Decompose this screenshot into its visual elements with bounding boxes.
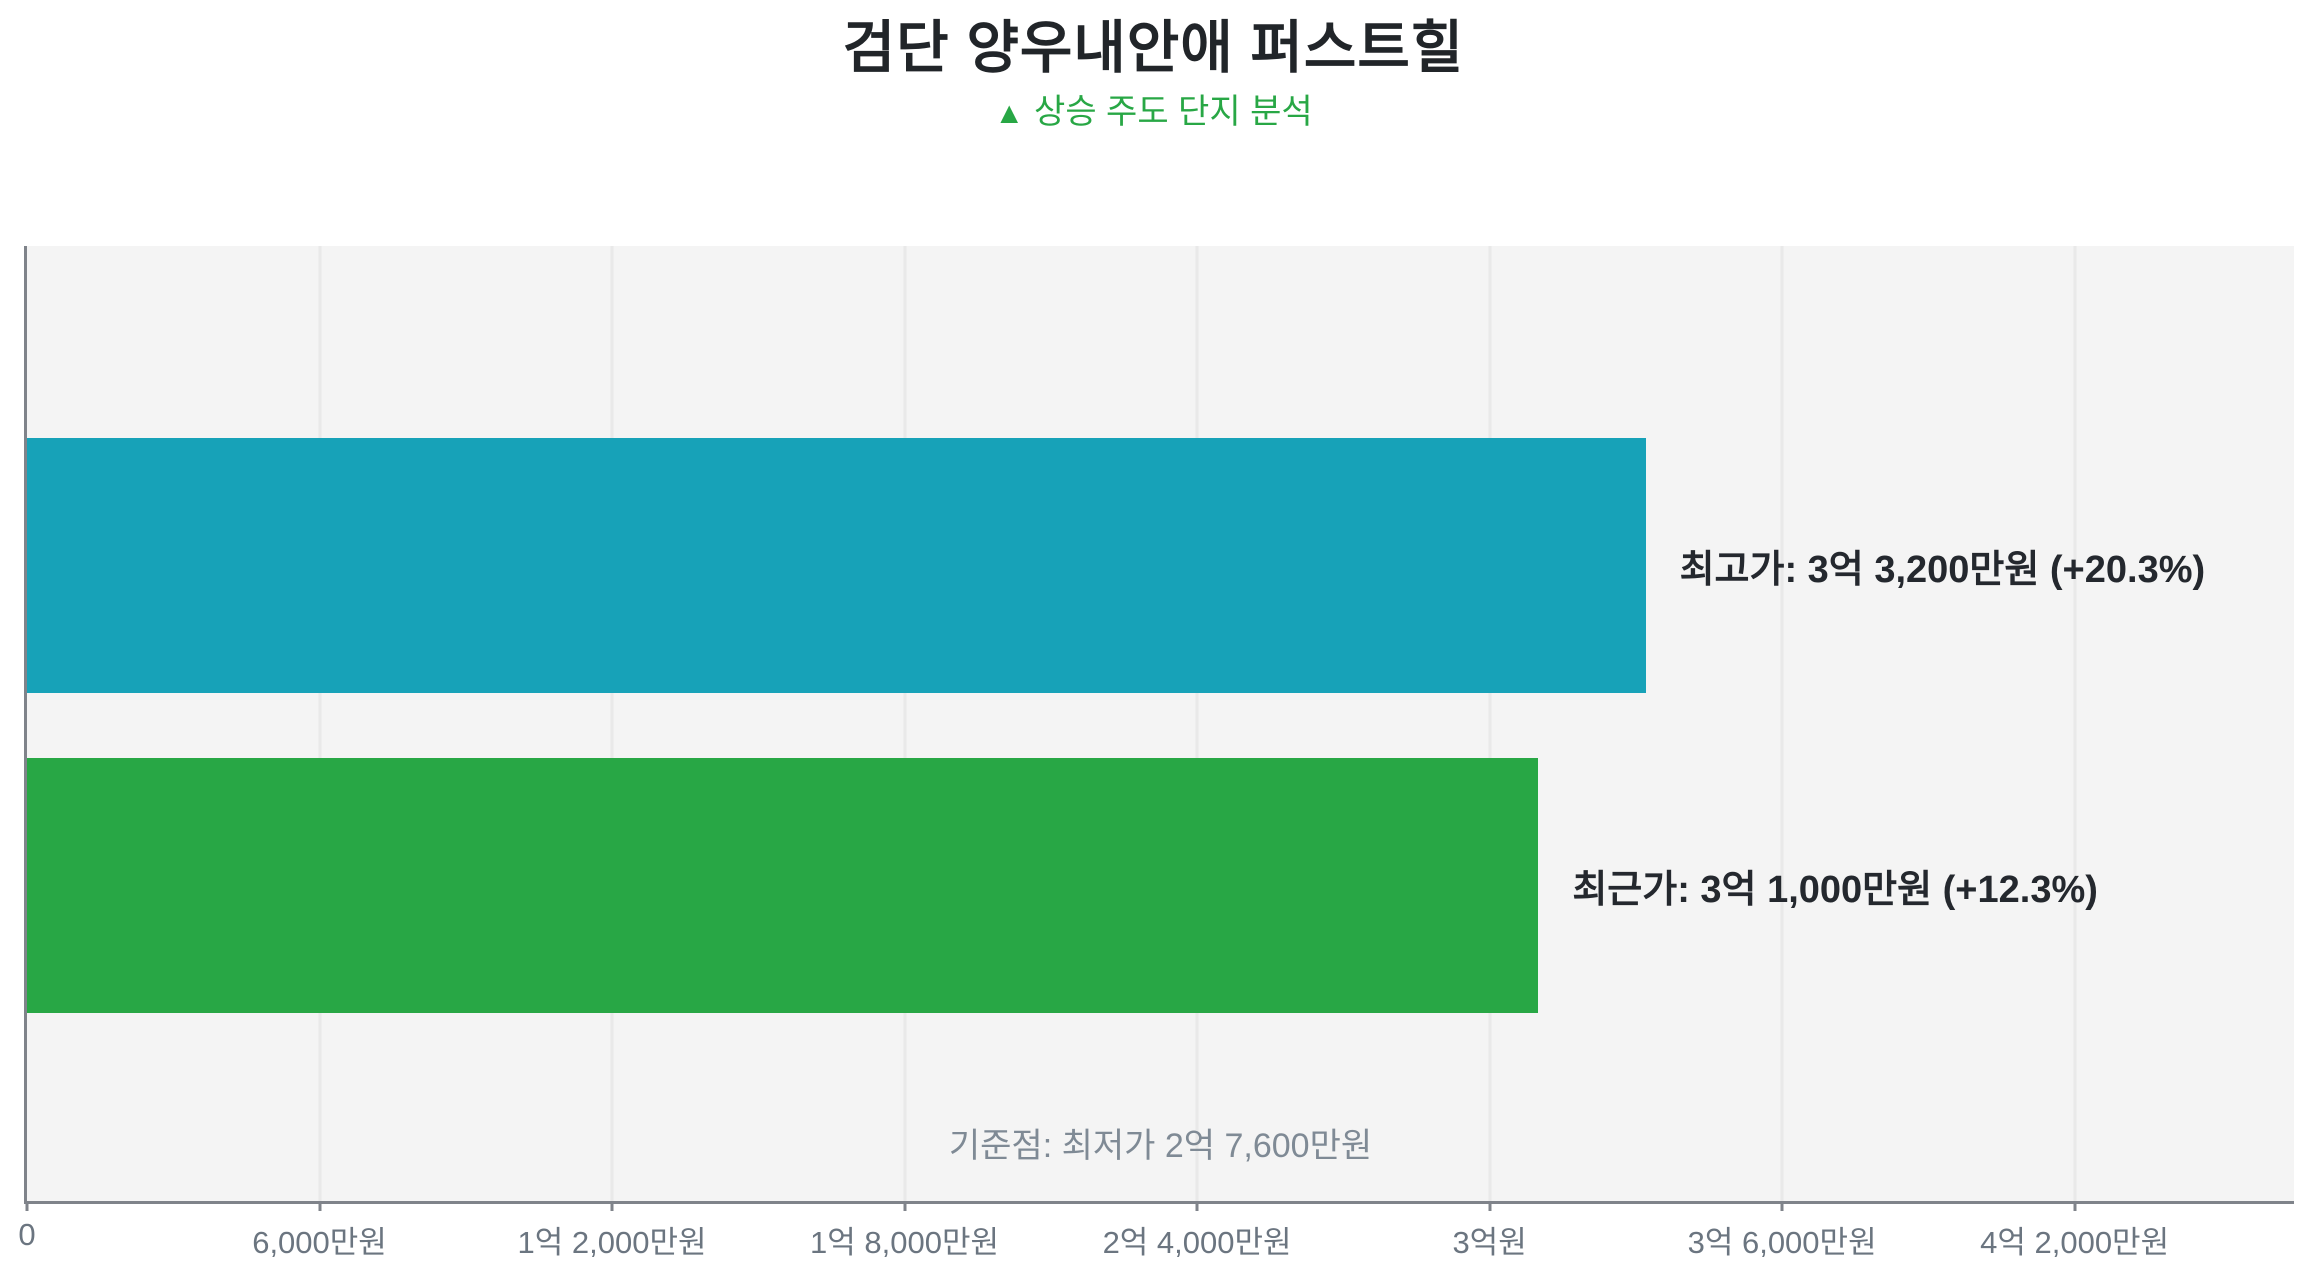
plot-area: 최고가: 3억 3,200만원 (+20.3%) 최근가: 3억 1,000만원 … [18, 246, 2294, 1260]
x-tick-label: 4억 2,000만원 [1980, 1225, 2170, 1260]
chart-subtitle: ▲ 상승 주도 단지 분석 [0, 84, 2307, 133]
gridline [1780, 246, 1784, 1201]
x-axis-tick-mark [1195, 1201, 1199, 1211]
recent-price-row: 최근가: 3억 1,000만원 (+12.3%) [27, 758, 2294, 1013]
x-tick-label: 3억 6,000만원 [1687, 1225, 1877, 1260]
gridline [1195, 246, 1199, 1201]
baseline-annotation: 기준점: 최저가 2억 7,600만원 [948, 1127, 1373, 1165]
up-triangle-icon: ▲ [994, 97, 1025, 130]
x-tick-label: 2억 4,000만원 [1102, 1225, 1292, 1260]
x-axis-tick-mark [1488, 1201, 1492, 1211]
gridline [903, 246, 907, 1201]
x-tick-label: 1억 2,000만원 [517, 1225, 707, 1260]
gridline [2073, 246, 2077, 1201]
recent-price-bar [27, 758, 1539, 1013]
highest-price-bar [27, 438, 1646, 693]
highest-price-row: 최고가: 3억 3,200만원 (+20.3%) [27, 438, 2294, 693]
recent-price-label: 최근가: 3억 1,000만원 (+12.3%) [1572, 869, 2098, 911]
highest-price-label: 최고가: 3억 3,200만원 (+20.3%) [1679, 549, 2206, 591]
x-axis-tick-mark [610, 1201, 614, 1211]
x-axis-tick-mark [2073, 1201, 2077, 1211]
gridline [610, 246, 614, 1201]
x-axis-tick-mark [903, 1201, 907, 1211]
chart-subtitle-text: 상승 주도 단지 분석 [1034, 93, 1313, 131]
x-tick-label: 6,000만원 [252, 1225, 387, 1260]
x-axis-tick-mark [318, 1201, 322, 1211]
x-axis-tick-mark [1780, 1201, 1784, 1211]
x-axis-tick-mark [25, 1201, 29, 1211]
x-tick-label: 1억 8,000만원 [810, 1225, 1000, 1260]
gridline [1488, 246, 1492, 1201]
x-tick-label: 3억원 [1452, 1225, 1527, 1260]
chart-title: 검단 양우내안애 퍼스트힐 [842, 16, 1465, 80]
x-tick-label: 0 [18, 1217, 36, 1252]
gridline [318, 246, 322, 1201]
